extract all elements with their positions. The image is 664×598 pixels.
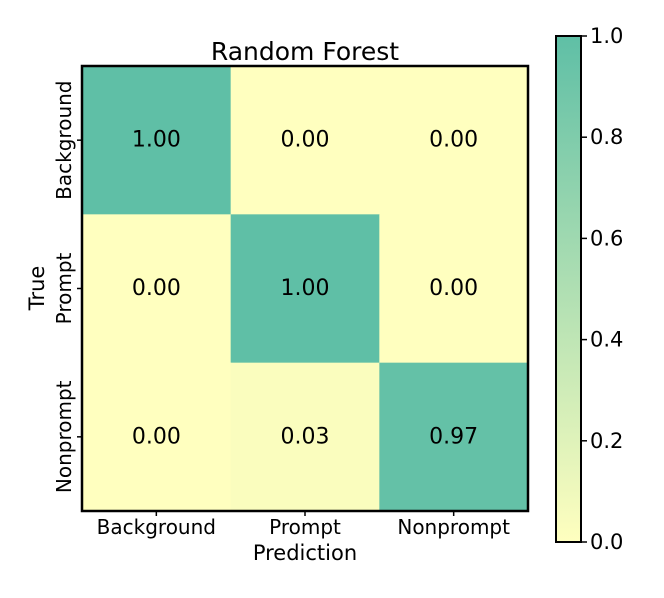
colorbar-tick-label: 0.8 xyxy=(590,125,623,149)
y-axis-label: True xyxy=(25,266,49,312)
heatmap-cell xyxy=(82,214,232,364)
colorbar-tick-label: 0.4 xyxy=(590,328,623,352)
colorbar-tick-label: 0.0 xyxy=(590,530,623,554)
y-tick-label: Prompt xyxy=(52,252,76,324)
heatmap-cell xyxy=(379,214,529,364)
cell-value-label: 0.00 xyxy=(429,128,478,153)
heatmap-cell xyxy=(379,362,529,512)
colorbar-ticks: 0.0 0.2 0.4 0.6 0.8 1.0 xyxy=(581,24,623,554)
cell-value-label: 0.00 xyxy=(429,276,478,301)
cell-value-label: 1.00 xyxy=(132,128,181,153)
x-tick-label: Background xyxy=(97,515,216,539)
colorbar xyxy=(555,35,582,543)
cell-value-label: 0.03 xyxy=(281,424,330,449)
colorbar-tick-label: 1.0 xyxy=(590,24,623,48)
cell-value-label: 0.00 xyxy=(132,276,181,301)
heatmap-cell xyxy=(82,362,232,512)
y-tick-label: Nonprompt xyxy=(52,380,76,493)
y-tick-label: Background xyxy=(52,81,76,200)
chart-title: Random Forest xyxy=(211,37,399,66)
cell-value-label: 1.00 xyxy=(281,276,330,301)
cell-value-label: 0.00 xyxy=(132,424,181,449)
x-tick-label: Nonprompt xyxy=(397,515,510,539)
x-axis-ticks: Background Prompt Nonprompt xyxy=(97,511,510,539)
x-axis-label: Prediction xyxy=(253,541,357,565)
heatmap-cell xyxy=(82,66,232,215)
heatmap-cell xyxy=(379,66,529,215)
x-tick-label: Prompt xyxy=(269,515,341,539)
heatmap-cell xyxy=(230,362,380,512)
heatmap-cell xyxy=(230,66,380,215)
cell-value-label: 0.97 xyxy=(429,424,478,449)
heatmap-cell xyxy=(230,214,380,364)
y-axis-ticks: Background Prompt Nonprompt xyxy=(52,81,82,493)
cell-value-label: 0.00 xyxy=(281,128,330,153)
colorbar-tick-label: 0.6 xyxy=(590,226,623,250)
heatmap-cells: 1.00 0.00 0.00 0.00 1.00 0.00 0.00 0.03 0.97 xyxy=(80,64,530,513)
colorbar-tick-label: 0.2 xyxy=(590,429,623,453)
